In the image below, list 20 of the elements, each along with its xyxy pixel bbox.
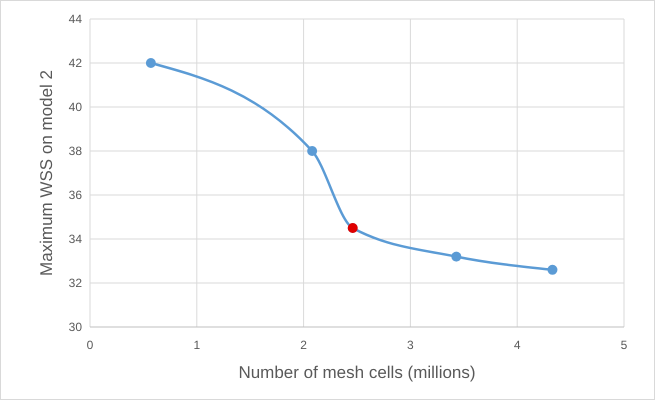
x-axis-title: Number of mesh cells (millions) — [238, 363, 476, 382]
y-axis-title: Maximum WSS on model 2 — [37, 70, 56, 276]
y-tick-label: 42 — [68, 56, 82, 70]
y-tick-label: 32 — [68, 276, 82, 290]
point — [307, 146, 318, 156]
y-tick-label: 34 — [68, 232, 82, 246]
x-tick-label: 1 — [193, 338, 200, 352]
point — [146, 58, 156, 68]
x-tick-label: 2 — [300, 338, 308, 352]
point — [451, 252, 462, 262]
x-tick-label: 0 — [86, 338, 94, 352]
y-tick-label: 38 — [68, 144, 82, 158]
y-tick-label: 40 — [68, 100, 82, 114]
x-tick-label: 4 — [514, 338, 521, 352]
y-tick-label: 44 — [68, 12, 82, 26]
x-tick-label: 3 — [407, 338, 414, 352]
y-tick-label: 30 — [68, 320, 82, 334]
point — [547, 264, 558, 275]
y-tick-label: 36 — [68, 188, 82, 202]
x-tick-label: 5 — [620, 338, 628, 352]
